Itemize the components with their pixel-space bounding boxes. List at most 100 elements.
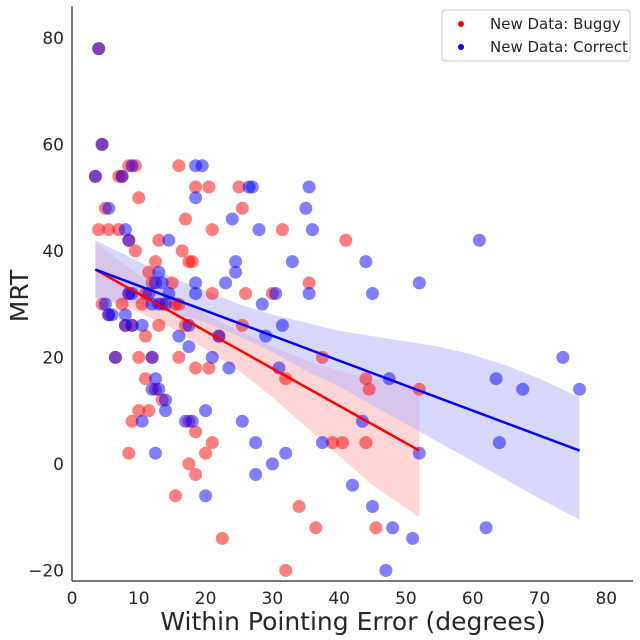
x-tick-label: 30 xyxy=(262,589,284,609)
point-buggy xyxy=(239,287,253,300)
point-correct xyxy=(219,276,233,290)
point-correct xyxy=(115,169,129,183)
point-correct xyxy=(162,233,176,247)
point-correct xyxy=(479,521,493,535)
point-correct xyxy=(155,276,169,290)
point-buggy xyxy=(102,223,116,237)
point-buggy xyxy=(215,531,229,545)
y-tick-label: 0 xyxy=(53,455,64,475)
y-tick-label: 80 xyxy=(42,29,64,49)
point-correct xyxy=(125,318,139,332)
point-buggy xyxy=(115,297,129,311)
point-correct xyxy=(252,223,266,237)
point-correct xyxy=(159,393,172,407)
point-correct xyxy=(225,212,239,226)
x-tick-label: 10 xyxy=(128,589,150,609)
point-correct xyxy=(229,265,243,279)
point-buggy xyxy=(205,223,219,237)
point-buggy xyxy=(182,457,196,471)
point-buggy xyxy=(339,233,353,247)
point-correct xyxy=(366,287,379,300)
point-correct xyxy=(249,468,263,481)
point-correct xyxy=(108,350,122,364)
point-correct xyxy=(98,297,112,311)
point-correct xyxy=(149,446,162,460)
point-correct xyxy=(255,297,269,311)
point-correct xyxy=(229,255,243,269)
regression-lines xyxy=(94,268,581,452)
x-tick-label: 0 xyxy=(67,589,78,609)
regression-line-correct xyxy=(94,268,581,452)
point-correct xyxy=(105,308,119,322)
point-correct xyxy=(125,159,139,173)
legend-label-correct: New Data: Correct xyxy=(490,38,628,56)
point-correct xyxy=(302,287,316,300)
point-buggy xyxy=(152,318,166,332)
legend-frame xyxy=(441,9,631,62)
point-buggy xyxy=(205,436,219,450)
point-correct xyxy=(275,318,289,332)
point-buggy xyxy=(199,446,213,460)
point-buggy xyxy=(139,372,152,386)
point-correct xyxy=(299,201,313,215)
point-buggy xyxy=(359,436,373,450)
point-correct xyxy=(556,350,570,364)
point-correct xyxy=(205,350,219,364)
point-correct xyxy=(125,287,139,300)
point-buggy xyxy=(292,500,306,513)
point-buggy xyxy=(189,425,203,439)
point-correct xyxy=(379,563,393,577)
x-tick-label: 40 xyxy=(328,589,350,609)
point-correct xyxy=(359,255,373,269)
y-tick-label: 60 xyxy=(42,135,64,155)
point-buggy xyxy=(142,404,156,418)
point-buggy xyxy=(165,276,179,290)
point-buggy xyxy=(132,350,146,364)
scatter-points xyxy=(88,42,587,577)
point-correct xyxy=(279,446,293,460)
point-buggy xyxy=(275,223,289,237)
point-correct xyxy=(182,340,196,354)
point-buggy xyxy=(139,329,152,343)
point-correct xyxy=(386,521,400,535)
point-buggy xyxy=(135,297,149,311)
point-correct xyxy=(118,308,132,322)
x-axis-label: Within Pointing Error (degrees) xyxy=(160,607,545,636)
point-correct xyxy=(118,223,132,237)
point-buggy xyxy=(172,350,186,364)
point-buggy xyxy=(189,468,203,481)
point-correct xyxy=(189,287,203,300)
point-correct xyxy=(315,436,329,450)
point-buggy xyxy=(326,436,339,450)
x-tick-label: 80 xyxy=(595,589,617,609)
point-correct xyxy=(95,137,109,151)
y-tick-labels: −20 0 20 40 60 80 xyxy=(28,29,64,581)
point-buggy xyxy=(125,414,139,428)
legend-label-buggy: New Data: Buggy xyxy=(490,15,621,33)
point-correct xyxy=(516,382,530,396)
point-correct xyxy=(472,233,486,247)
point-correct xyxy=(149,372,162,386)
point-correct xyxy=(135,414,149,428)
point-buggy xyxy=(132,404,146,418)
point-correct xyxy=(152,382,166,396)
point-correct xyxy=(265,457,279,471)
point-buggy xyxy=(179,212,192,226)
x-tick-label: 60 xyxy=(462,589,484,609)
point-correct xyxy=(182,318,196,332)
point-buggy xyxy=(142,265,156,279)
point-correct xyxy=(102,201,116,215)
point-buggy xyxy=(205,287,219,300)
point-correct xyxy=(135,318,149,332)
x-tick-label: 50 xyxy=(395,589,417,609)
point-correct xyxy=(189,276,203,290)
point-correct xyxy=(346,478,359,492)
point-buggy xyxy=(232,180,246,194)
point-correct xyxy=(305,223,319,237)
point-correct xyxy=(489,372,503,386)
point-correct xyxy=(573,382,587,396)
point-buggy xyxy=(362,382,376,396)
point-correct xyxy=(366,500,379,513)
point-buggy xyxy=(169,489,182,503)
